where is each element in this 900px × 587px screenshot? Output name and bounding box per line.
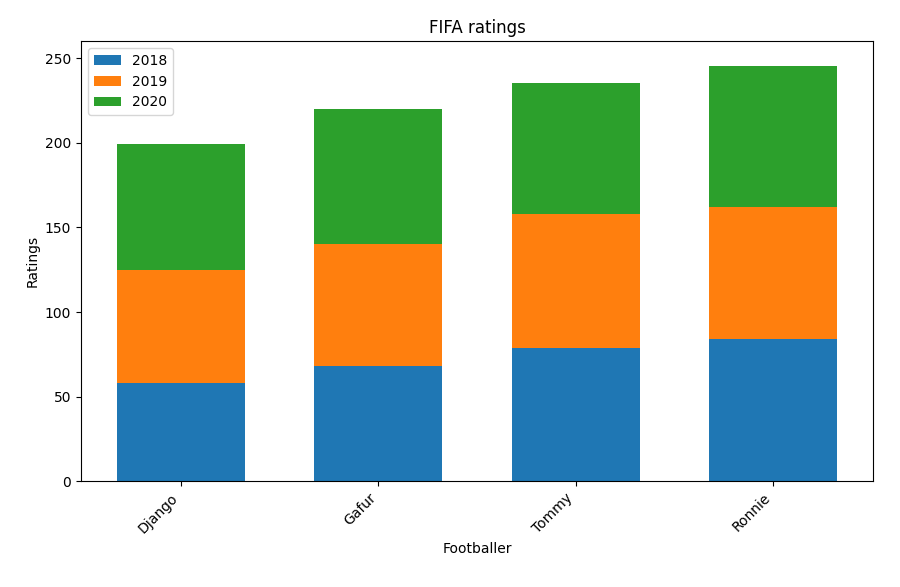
Bar: [709, 207, 837, 339]
Bar: [117, 144, 245, 269]
Bar: [117, 383, 245, 481]
Bar: [511, 214, 640, 348]
Bar: [314, 366, 443, 481]
X-axis label: Footballer: Footballer: [442, 542, 512, 556]
Y-axis label: Ratings: Ratings: [25, 235, 40, 287]
Bar: [117, 269, 245, 383]
Title: FIFA ratings: FIFA ratings: [428, 19, 526, 37]
Legend: 2018, 2019, 2020: 2018, 2019, 2020: [88, 48, 173, 115]
Bar: [314, 244, 443, 366]
Bar: [709, 339, 837, 481]
Bar: [511, 83, 640, 214]
Bar: [709, 66, 837, 207]
Bar: [511, 348, 640, 481]
Bar: [314, 109, 443, 244]
